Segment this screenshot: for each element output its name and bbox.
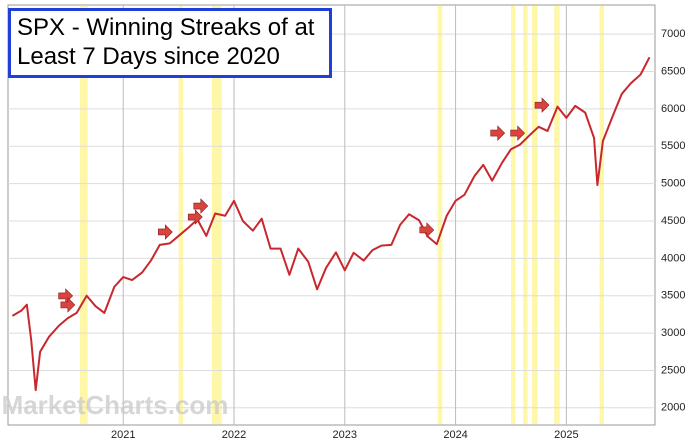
watermark: MarketCharts.com: [2, 390, 229, 420]
streak-arrow: [193, 198, 209, 214]
streak-arrow: [534, 97, 550, 113]
streak-arrow: [158, 224, 173, 240]
chart-title: SPX - Winning Streaks of at Least 7 Days…: [8, 8, 332, 78]
highlight-band: [211, 6, 222, 424]
x-tick-label: 2021: [111, 429, 135, 441]
x-tick-label: 2024: [443, 429, 467, 441]
y-tick-label: 6000: [661, 103, 685, 115]
streak-arrow: [510, 125, 526, 141]
streak-arrow: [419, 222, 435, 238]
streak-arrow: [187, 209, 203, 225]
x-tick-label: 2023: [333, 429, 357, 441]
highlight-band: [532, 6, 538, 424]
highlight-band: [510, 6, 516, 424]
price-line: [11, 56, 651, 392]
highlight-band: [554, 6, 560, 424]
y-tick-label: 4000: [661, 252, 685, 264]
y-tick-label: 3500: [661, 290, 685, 302]
y-tick-label: 2500: [661, 364, 685, 376]
streak-arrow: [60, 297, 76, 313]
highlight-band: [80, 6, 88, 424]
highlight-band: [599, 6, 605, 424]
y-tick-label: 7000: [661, 28, 685, 40]
streak-arrow: [490, 125, 506, 141]
highlight-band: [437, 6, 443, 424]
highlight-band: [523, 6, 528, 424]
y-tick-label: 6500: [661, 65, 685, 77]
y-tick-label: 3000: [661, 327, 685, 339]
y-tick-label: 5000: [661, 178, 685, 190]
highlight-band: [178, 6, 184, 424]
y-tick-label: 2000: [661, 402, 685, 414]
y-tick-label: 4500: [661, 215, 685, 227]
x-tick-label: 2022: [222, 429, 246, 441]
y-tick-label: 5500: [661, 140, 685, 152]
x-tick-label: 2025: [554, 429, 578, 441]
